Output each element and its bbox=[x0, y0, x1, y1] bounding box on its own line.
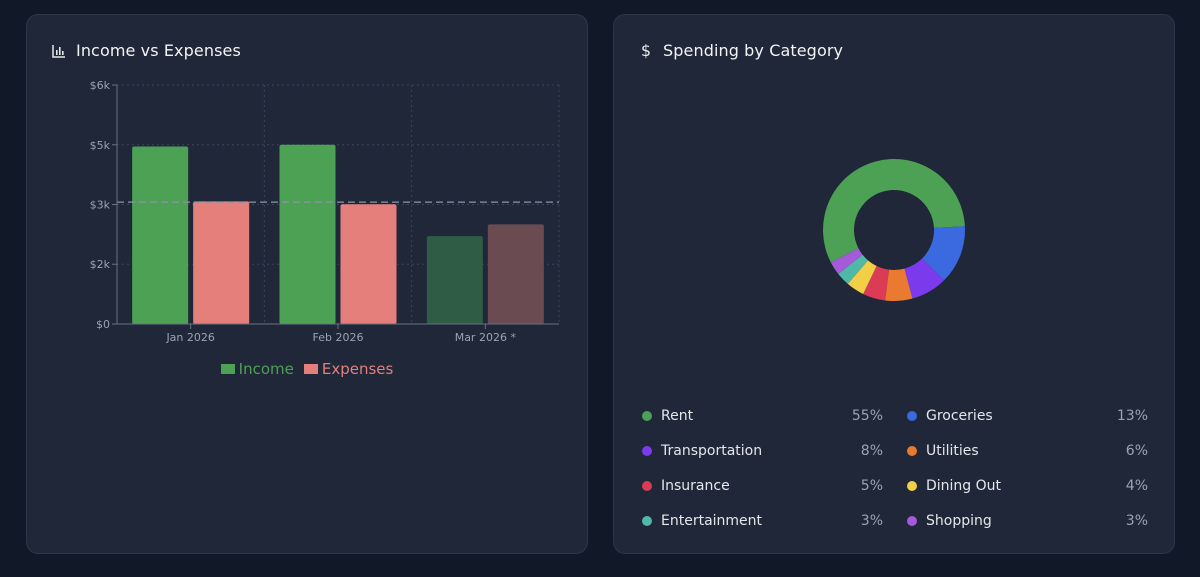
spending-title: Spending by Category bbox=[663, 41, 844, 60]
y-tick-label: $3k bbox=[90, 199, 111, 212]
legend-item-income[interactable]: Income bbox=[220, 360, 294, 378]
category-color-dot bbox=[907, 481, 917, 491]
category-legend-item-dining-out[interactable]: Dining Out 4% bbox=[907, 476, 1148, 496]
category-percent: 6% bbox=[1125, 443, 1148, 459]
category-legend-item-entertainment[interactable]: Entertainment 3% bbox=[642, 511, 883, 531]
spending-header: $ Spending by Category bbox=[638, 41, 843, 60]
y-tick-label: $2k bbox=[90, 258, 111, 271]
category-color-dot bbox=[642, 516, 652, 526]
x-tick-label: Mar 2026 * bbox=[455, 331, 517, 344]
income-vs-expenses-card: Income vs Expenses $0 $2k $3k $5k $6k Jan 202… bbox=[26, 14, 588, 554]
category-color-dot bbox=[642, 446, 652, 456]
donut-slice-groceries[interactable] bbox=[922, 226, 965, 281]
income-vs-expenses-title: Income vs Expenses bbox=[76, 41, 241, 60]
bar-chart-icon bbox=[51, 43, 67, 59]
dollar-icon: $ bbox=[640, 41, 652, 60]
category-percent: 5% bbox=[860, 478, 883, 494]
bar-income-2[interactable] bbox=[426, 236, 483, 324]
income-vs-expenses-header: Income vs Expenses bbox=[51, 41, 241, 60]
donut-slice-rent[interactable] bbox=[823, 158, 965, 263]
x-tick-label: Feb 2026 bbox=[313, 331, 364, 344]
category-name: Entertainment bbox=[661, 513, 763, 529]
category-percent: 3% bbox=[1125, 513, 1148, 529]
income-expenses-bar-chart: $0 $2k $3k $5k $6k Jan 2026 Feb 2026 Mar 2026 * bbox=[90, 79, 560, 344]
category-color-dot bbox=[642, 411, 652, 421]
legend-item-expenses[interactable]: Expenses bbox=[303, 360, 394, 378]
bar-expenses-1[interactable] bbox=[340, 204, 397, 324]
category-name: Rent bbox=[661, 408, 694, 424]
y-tick-label: $6k bbox=[90, 79, 111, 92]
category-color-dot bbox=[907, 516, 917, 526]
bar-expenses-0[interactable] bbox=[193, 201, 250, 324]
bar-income-1[interactable] bbox=[279, 144, 336, 324]
donut-slice-utilities[interactable] bbox=[885, 268, 913, 301]
category-color-dot bbox=[907, 411, 917, 421]
donut-slice-transportation[interactable] bbox=[904, 258, 944, 299]
category-name: Utilities bbox=[926, 443, 979, 459]
legend-label: Income bbox=[238, 360, 294, 378]
y-tick-label: $0 bbox=[96, 318, 110, 331]
category-name: Shopping bbox=[926, 513, 992, 529]
bar-chart-legend: Income Expenses bbox=[27, 360, 587, 378]
category-percent: 4% bbox=[1125, 478, 1148, 494]
category-name: Dining Out bbox=[926, 478, 1002, 494]
bar-income-0[interactable] bbox=[132, 146, 189, 324]
category-legend-item-insurance[interactable]: Insurance 5% bbox=[642, 476, 883, 496]
category-legend: Rent 55% Groceries 13% Transportation 8% Utili… bbox=[642, 406, 1148, 531]
spending-donut-chart bbox=[823, 158, 965, 301]
category-name: Transportation bbox=[661, 443, 763, 459]
category-legend-item-rent[interactable]: Rent 55% bbox=[642, 406, 883, 426]
legend-label: Expenses bbox=[321, 360, 394, 378]
category-legend-item-transportation[interactable]: Transportation 8% bbox=[642, 441, 883, 461]
category-color-dot bbox=[642, 481, 652, 491]
donut-slice-dining-out[interactable] bbox=[847, 260, 877, 294]
category-name: Groceries bbox=[926, 408, 993, 424]
legend-swatch bbox=[220, 364, 235, 374]
category-percent: 8% bbox=[860, 443, 883, 459]
category-percent: 13% bbox=[1116, 408, 1148, 424]
spending-by-category-card: $ Spending by Category Rent 55% Groceries 1… bbox=[613, 14, 1175, 554]
bar-expenses-2[interactable] bbox=[487, 224, 544, 324]
donut-slice-entertainment[interactable] bbox=[838, 254, 868, 284]
category-legend-item-utilities[interactable]: Utilities 6% bbox=[907, 441, 1148, 461]
category-legend-item-shopping[interactable]: Shopping 3% bbox=[907, 511, 1148, 531]
donut-slice-insurance[interactable] bbox=[863, 266, 889, 301]
x-tick-label: Jan 2026 bbox=[165, 331, 214, 344]
category-percent: 55% bbox=[851, 408, 883, 424]
donut-slice-shopping[interactable] bbox=[830, 248, 863, 274]
y-tick-label: $5k bbox=[90, 139, 111, 152]
legend-swatch bbox=[303, 364, 318, 374]
category-color-dot bbox=[907, 446, 917, 456]
category-percent: 3% bbox=[860, 513, 883, 529]
category-name: Insurance bbox=[661, 478, 730, 494]
category-legend-item-groceries[interactable]: Groceries 13% bbox=[907, 406, 1148, 426]
